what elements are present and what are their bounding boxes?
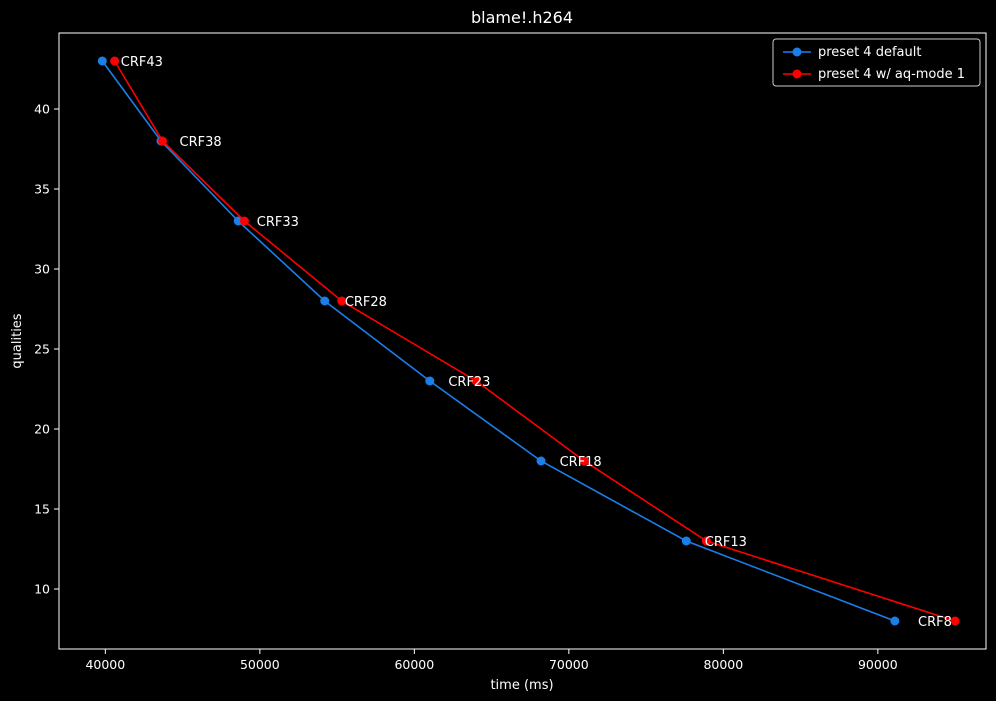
annotation-crf43: CRF43	[121, 55, 163, 70]
annotation-crf23: CRF23	[448, 375, 490, 390]
annotation-crf13: CRF13	[705, 535, 747, 550]
y-tick-label: 35	[34, 182, 50, 197]
plot-area: 40000 50000 60000 70000 80000 90000 10 15 20 25 30…	[34, 55, 960, 672]
annotation-crf33: CRF33	[257, 215, 299, 230]
data-point-preset-4-w-aq-mode-1	[701, 536, 711, 546]
legend-label-preset-4-aq-mode-1: preset 4 w/ aq-mode 1	[818, 67, 965, 82]
legend: preset 4 default preset 4 w/ aq-mode 1	[772, 38, 981, 87]
data-point-preset-4-w-aq-mode-1	[110, 56, 120, 66]
plot-frame	[58, 32, 987, 650]
data-point-preset-4-w-aq-mode-1	[239, 216, 249, 226]
y-tick-label: 40	[34, 102, 50, 117]
y-tick-label: 15	[34, 502, 50, 517]
annotation-crf28: CRF28	[345, 295, 387, 310]
x-tick-label: 50000	[240, 657, 280, 672]
chart-title: blame!.h264	[471, 8, 573, 27]
data-point-preset-4-default	[320, 296, 330, 306]
x-tick-label: 40000	[85, 657, 125, 672]
annotation-crf8: CRF8	[918, 615, 952, 630]
data-point-preset-4-default	[233, 216, 243, 226]
legend-marker-preset-4-aq-mode-1	[792, 69, 802, 79]
data-point-preset-4-default	[890, 616, 900, 626]
series-line-preset-4-default	[101, 60, 896, 622]
data-point-preset-4-w-aq-mode-1	[950, 616, 960, 626]
data-point-preset-4-w-aq-mode-1	[471, 376, 481, 386]
data-point-preset-4-default	[97, 56, 107, 66]
data-point-preset-4-w-aq-mode-1	[579, 456, 589, 466]
legend-box	[772, 38, 981, 87]
annotation-crf18: CRF18	[560, 455, 602, 470]
data-point-preset-4-w-aq-mode-1	[158, 136, 168, 146]
data-point-preset-4-default	[536, 456, 546, 466]
series-line-preset-4-w-aq-mode-1	[113, 60, 956, 622]
data-point-preset-4-w-aq-mode-1	[337, 296, 347, 306]
x-tick-label: 80000	[703, 657, 743, 672]
y-axis-label: qualities	[10, 313, 25, 368]
x-tick-label: 90000	[858, 657, 898, 672]
x-tick-label: 70000	[549, 657, 589, 672]
y-tick-label: 25	[34, 342, 50, 357]
x-axis-label: time (ms)	[490, 678, 553, 693]
y-tick-label: 20	[34, 422, 50, 437]
data-point-preset-4-default	[425, 376, 435, 386]
data-point-preset-4-default	[681, 536, 691, 546]
x-tick-label: 60000	[394, 657, 434, 672]
legend-marker-preset-4-default	[792, 47, 802, 57]
y-tick-label: 30	[34, 262, 50, 277]
y-tick-label: 10	[34, 582, 50, 597]
legend-label-preset-4-default: preset 4 default	[818, 45, 921, 60]
annotation-crf38: CRF38	[180, 135, 222, 150]
